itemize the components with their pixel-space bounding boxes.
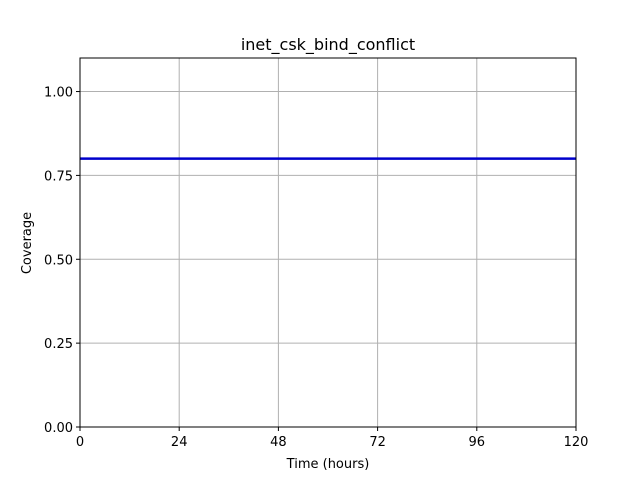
y-tick-label: 1.00 <box>44 86 73 101</box>
y-tick-label: 0.25 <box>44 337 73 352</box>
x-tick-label: 96 <box>469 435 486 450</box>
y-axis-label: Coverage <box>20 212 35 274</box>
plot-area-frame <box>79 57 577 428</box>
x-axis-label: Time (hours) <box>286 457 370 472</box>
y-tick-label: 0.50 <box>44 253 73 268</box>
x-tick-label: 48 <box>270 435 287 450</box>
x-tick-label: 24 <box>171 435 188 450</box>
y-tick-label: 0.75 <box>44 169 73 184</box>
x-tick-label: 72 <box>369 435 386 450</box>
x-tick-label: 120 <box>564 435 589 450</box>
x-tick-label: 0 <box>76 435 84 450</box>
chart-title: inet_csk_bind_conflict <box>241 35 415 55</box>
y-tick-label: 0.00 <box>44 421 73 436</box>
ticks: 0 24 48 72 96 120 0.00 0.25 0.50 0.75 1.00 <box>44 86 588 450</box>
